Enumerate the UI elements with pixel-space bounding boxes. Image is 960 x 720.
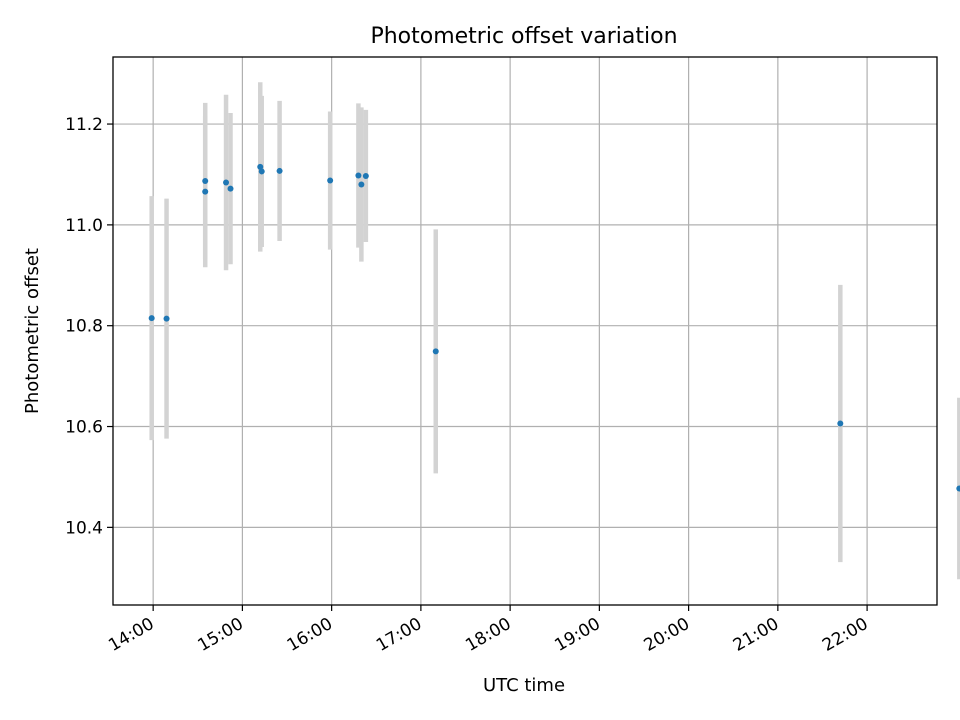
y-tick-label: 11.0 (65, 216, 103, 236)
data-point (148, 315, 155, 322)
data-point (258, 168, 265, 175)
y-tick-label: 11.2 (65, 115, 103, 135)
data-point (358, 181, 365, 188)
y-tick-label: 10.6 (65, 418, 103, 438)
y-tick-label: 10.8 (65, 317, 103, 337)
x-tick-label: 20:00 (641, 614, 693, 656)
data-points (148, 163, 960, 492)
y-tick-labels: 10.4 10.6 10.8 11.0 11.2 (65, 115, 113, 538)
data-point (257, 163, 264, 170)
data-point (276, 167, 283, 174)
data-point (327, 177, 334, 184)
data-point (432, 348, 439, 355)
data-point (837, 420, 844, 427)
plot-frame (112, 56, 938, 606)
data-point (956, 485, 960, 492)
x-tick-label: 15:00 (194, 614, 246, 656)
y-tick-label: 10.4 (65, 518, 103, 538)
data-point (163, 315, 170, 322)
data-point (202, 188, 209, 195)
x-tick-label: 18:00 (462, 614, 514, 656)
data-point (362, 172, 369, 179)
y-axis-label: Photometric offset (22, 248, 43, 414)
x-tick-label: 16:00 (284, 614, 336, 656)
grid (113, 57, 937, 605)
error-bars (149, 82, 960, 580)
x-tick-label: 22:00 (819, 614, 871, 656)
x-tick-label: 21:00 (730, 614, 782, 656)
x-tick-label: 17:00 (373, 614, 425, 656)
data-point (227, 185, 234, 192)
x-tick-label: 14:00 (105, 614, 157, 656)
data-point (223, 179, 230, 186)
data-point (202, 178, 209, 185)
x-axis-label: UTC time (483, 675, 565, 696)
data-point (355, 172, 362, 179)
x-tick-label: 19:00 (551, 614, 603, 656)
x-tick-labels: 14:00 15:00 16:00 17:00 18:00 19:00 20:00 21:00… (105, 605, 872, 656)
chart-title: Photometric offset variation (370, 24, 677, 49)
